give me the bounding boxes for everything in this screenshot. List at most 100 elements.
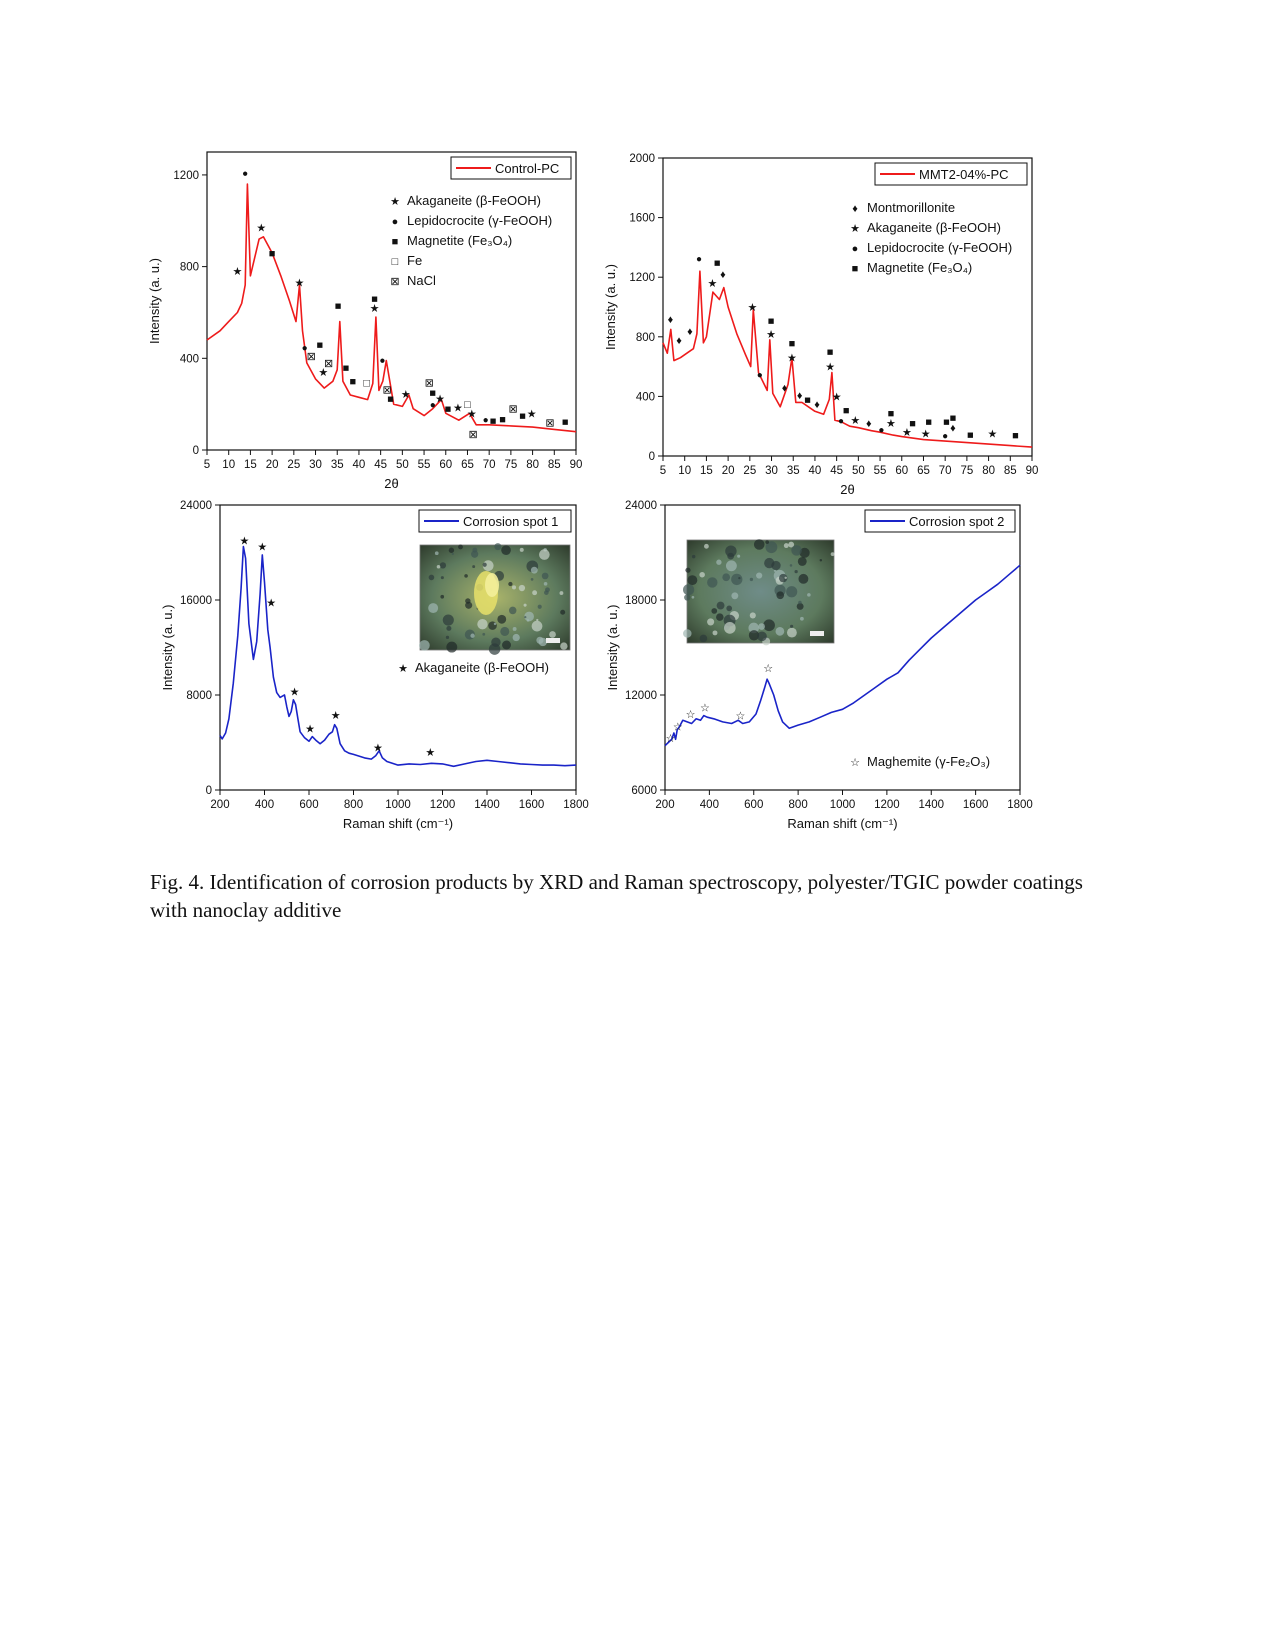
- phase-marker: ★: [825, 362, 835, 374]
- phase-marker: ■: [1012, 430, 1019, 442]
- phase-marker: ■: [445, 404, 452, 416]
- phase-marker: ●: [757, 370, 763, 381]
- x-tick-label: 400: [255, 799, 274, 811]
- legend-box: [864, 509, 1016, 533]
- x-tick-label: 80: [526, 459, 539, 471]
- phase-marker: ■: [925, 417, 932, 429]
- phase-marker: ■: [387, 393, 394, 405]
- x-tick-label: 10: [678, 465, 691, 477]
- phase-marker: ■: [371, 294, 378, 306]
- y-tick-label: 800: [180, 262, 199, 274]
- y-tick-label: 8000: [186, 690, 212, 702]
- phase-marker: ■: [490, 416, 497, 428]
- phase-marker: ★: [266, 597, 276, 609]
- x-tick-label: 5: [660, 465, 666, 477]
- figure-caption: Fig. 4. Identification of corrosion prod…: [150, 870, 1083, 922]
- phase-marker: ■: [317, 340, 324, 352]
- phase-marker: ♦: [797, 390, 803, 402]
- phase-marker: ★: [832, 391, 842, 403]
- x-tick-label: 400: [700, 799, 719, 811]
- phase-legend-label: Fe: [407, 253, 422, 268]
- phase-marker: ●: [242, 169, 248, 180]
- y-axis-label: Intensity (a. u.): [147, 258, 162, 344]
- legend-label: MMT2-04%-PC: [919, 167, 1009, 182]
- phase-marker: ★: [921, 429, 931, 441]
- phase-marker: ■: [519, 411, 526, 423]
- phase-marker: ●: [878, 425, 884, 436]
- x-tick-label: 10: [222, 459, 235, 471]
- x-tick-label: 70: [939, 465, 952, 477]
- x-tick-label: 800: [344, 799, 363, 811]
- phase-marker: ★: [401, 389, 411, 401]
- y-axis-label: Intensity (a. u.): [605, 605, 620, 691]
- phase-marker: ★: [708, 278, 718, 290]
- phase-marker: ★: [766, 329, 776, 341]
- phase-marker: ★: [747, 302, 757, 314]
- phase-marker: ☆: [673, 722, 683, 734]
- phase-marker: □: [363, 377, 370, 389]
- x-tick-label: 85: [548, 459, 561, 471]
- x-tick-label: 1800: [1007, 799, 1033, 811]
- figure: 5 10 15 20 25 30 35 40 45 50 55 60 65 70 75 80 85 9004008…: [147, 151, 1039, 831]
- phase-marker: ★: [318, 367, 328, 379]
- legend-box: [450, 156, 572, 180]
- phase-legend-symbol: ●: [392, 216, 399, 228]
- phase-marker: ★: [373, 742, 383, 754]
- phase-legend-symbol: □: [392, 256, 399, 268]
- phase-marker: ★: [453, 403, 463, 415]
- phase-marker: ★: [787, 353, 797, 365]
- y-tick-label: 400: [636, 391, 655, 403]
- y-tick-label: 0: [649, 451, 655, 463]
- x-tick-label: 90: [1026, 465, 1039, 477]
- phase-legend-symbol: ⊠: [390, 276, 399, 288]
- x-tick-label: 800: [789, 799, 808, 811]
- phase-marker: ■: [562, 416, 569, 428]
- y-axis-label: Intensity (a. u.): [160, 605, 175, 691]
- x-tick-label: 60: [439, 459, 452, 471]
- y-tick-label: 2000: [629, 153, 655, 165]
- phase-legend-label: Akaganeite (β-FeOOH): [415, 660, 549, 675]
- x-tick-label: 45: [374, 459, 387, 471]
- x-tick-label: 75: [960, 465, 973, 477]
- phase-marker: ★: [886, 418, 896, 430]
- phase-marker: ⊠: [508, 404, 517, 416]
- x-tick-label: 50: [852, 465, 865, 477]
- phase-marker: ■: [804, 394, 811, 406]
- x-tick-label: 1400: [918, 799, 944, 811]
- x-tick-label: 200: [655, 799, 674, 811]
- phase-marker: ★: [527, 408, 537, 420]
- x-tick-label: 75: [504, 459, 517, 471]
- x-tick-label: 55: [874, 465, 887, 477]
- series-line: [219, 545, 577, 768]
- y-tick-label: 24000: [180, 500, 212, 512]
- phase-legend-symbol: ■: [852, 263, 859, 275]
- y-tick-label: 0: [206, 785, 212, 797]
- x-tick-label: 1600: [963, 799, 989, 811]
- x-tick-label: 1200: [430, 799, 456, 811]
- chart-panel-3: 200 400 600 800 1000 1200 1400 1600 1800 0 8000 160…: [160, 500, 589, 831]
- y-tick-label: 16000: [180, 595, 212, 607]
- x-tick-label: 50: [396, 459, 409, 471]
- x-tick-label: 40: [809, 465, 822, 477]
- microscope-image: [683, 539, 835, 646]
- x-axis-label: 2θ: [840, 482, 854, 497]
- x-axis-label: Raman shift (cm⁻¹): [343, 816, 453, 831]
- phase-marker: □: [464, 399, 471, 411]
- phase-marker: ●: [942, 431, 948, 442]
- phase-marker: ■: [350, 376, 357, 388]
- y-tick-label: 800: [636, 332, 655, 344]
- phase-marker: ★: [988, 429, 998, 441]
- phase-marker: ■: [343, 362, 350, 374]
- series-line: [664, 564, 1021, 747]
- phase-marker: ■: [827, 347, 834, 359]
- phase-marker: ♦: [720, 269, 726, 281]
- phase-marker: ■: [909, 418, 916, 430]
- legend-label: Corrosion spot 1: [463, 514, 558, 529]
- phase-legend-label: NaCl: [407, 273, 436, 288]
- phase-legend-label: Akaganeite (β-FeOOH): [407, 193, 541, 208]
- phase-marker: ★: [331, 710, 341, 722]
- phase-marker: ★: [290, 686, 300, 698]
- phase-marker: ■: [843, 405, 850, 417]
- x-tick-label: 25: [287, 459, 300, 471]
- phase-marker: ★: [256, 223, 266, 235]
